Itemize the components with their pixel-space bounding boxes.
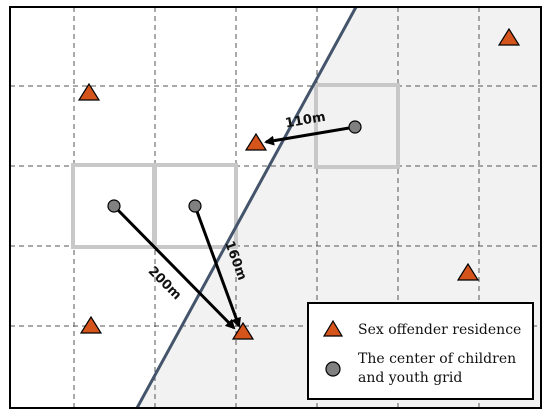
legend-box (307, 302, 534, 400)
offender-triangle-icon (77, 82, 101, 101)
arrow-160m (193, 205, 241, 328)
gray-circle-icon (325, 361, 341, 377)
legend-offender-label: Sex offender residence (358, 322, 521, 338)
distance-label-110m: 110m (284, 110, 327, 132)
grid-center-icon (348, 120, 362, 134)
grid-centers (107, 120, 362, 213)
highlighted-cells (71, 83, 400, 249)
grid-center-icon (107, 199, 121, 213)
legend: Sex offender residence The center of chi… (307, 302, 534, 400)
boundary-line (135, 6, 358, 409)
highlight-cell-3 (152, 163, 238, 249)
arrow-110m (264, 125, 356, 146)
offender-triangle-icon (244, 132, 268, 151)
legend-center-label-line1: The center of children (358, 351, 516, 367)
diagram-frame (9, 6, 542, 409)
grid-center-icon (188, 199, 202, 213)
offender-triangle-icon (231, 321, 255, 340)
highlight-cell-1 (314, 83, 400, 169)
orange-triangle-icon (322, 319, 344, 337)
arrow-200m (112, 204, 236, 330)
offender-residences (77, 27, 521, 340)
offender-triangle-icon (456, 262, 480, 281)
offender-triangle-icon (79, 315, 103, 334)
legend-center-label-line2: and youth grid (358, 370, 462, 386)
distance-arrows (112, 125, 356, 330)
offender-triangle-icon (497, 27, 521, 46)
